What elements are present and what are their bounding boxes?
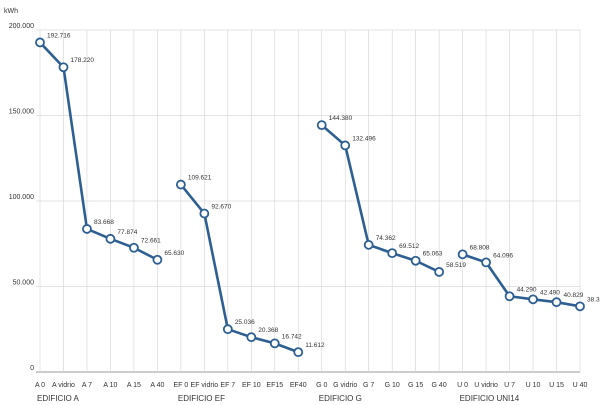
x-tick-label: A vidrio bbox=[52, 382, 75, 389]
data-point bbox=[434, 267, 445, 277]
data-point bbox=[199, 208, 210, 219]
x-tick-label: U 0 bbox=[457, 382, 468, 389]
data-point bbox=[363, 239, 374, 250]
data-point bbox=[528, 294, 538, 305]
data-label: 16.742 bbox=[282, 333, 302, 340]
data-point bbox=[316, 120, 327, 131]
x-tick-label: G 7 bbox=[363, 382, 374, 389]
x-tick-label: EF15 bbox=[266, 382, 283, 389]
data-label: 192.716 bbox=[47, 32, 71, 39]
data-point bbox=[35, 37, 45, 48]
group-labels: EDIFICIO A EDIFICIO EF EDIFICIO G EDIFICIO … bbox=[37, 394, 520, 403]
data-point bbox=[269, 338, 280, 349]
x-tick-label: G 40 bbox=[432, 382, 447, 389]
data-label: 64.096 bbox=[493, 252, 513, 259]
x-tick-label: EF 0 bbox=[173, 382, 188, 389]
series-lines bbox=[39, 41, 581, 354]
group-label: EDIFICIO UNI14 bbox=[460, 394, 520, 403]
x-tick-label: U 40 bbox=[573, 382, 588, 389]
data-label: 74.362 bbox=[376, 235, 396, 242]
y-axis-unit-label: kWh bbox=[4, 8, 18, 15]
group-label: EDIFICIO G bbox=[319, 394, 362, 403]
y-axis-tick-labels: 0 50.000 100.000 150.000 200.000 bbox=[9, 23, 34, 372]
y-tick-label: 200.000 bbox=[9, 23, 34, 30]
x-tick-label: G 0 bbox=[316, 382, 327, 389]
y-tick-label: 100.000 bbox=[9, 194, 34, 201]
series-line bbox=[320, 124, 440, 274]
data-points bbox=[35, 37, 585, 358]
data-label: 65.063 bbox=[423, 251, 443, 258]
data-label: 77.874 bbox=[117, 229, 137, 236]
data-label: 83.668 bbox=[94, 219, 114, 226]
data-point bbox=[105, 233, 116, 244]
x-tick-label: A 40 bbox=[150, 382, 164, 389]
data-point bbox=[58, 62, 69, 73]
y-tick-label: 0 bbox=[30, 365, 34, 372]
data-point bbox=[152, 254, 163, 265]
data-point bbox=[410, 255, 421, 266]
data-point bbox=[551, 297, 562, 308]
series-line bbox=[179, 183, 299, 354]
group-label: EDIFICIO A bbox=[37, 394, 79, 403]
x-tick-label: EF 7 bbox=[220, 382, 235, 389]
data-point bbox=[175, 179, 186, 190]
data-point bbox=[82, 224, 92, 234]
data-point bbox=[293, 347, 304, 358]
data-point bbox=[504, 291, 515, 302]
x-tick-label: U 15 bbox=[549, 382, 564, 389]
data-point bbox=[481, 257, 491, 268]
data-point bbox=[387, 248, 398, 259]
data-label: 132.496 bbox=[352, 135, 376, 142]
x-tick-label: A 7 bbox=[82, 382, 92, 389]
y-tick-label: 150.000 bbox=[9, 109, 34, 116]
data-label: 20.368 bbox=[258, 327, 278, 334]
data-label: 72.661 bbox=[141, 238, 161, 245]
series-line bbox=[462, 253, 581, 308]
data-point bbox=[457, 249, 468, 260]
x-tick-label: EF 10 bbox=[242, 382, 261, 389]
x-tick-label: G 15 bbox=[408, 382, 423, 389]
data-label: 92.670 bbox=[211, 204, 231, 211]
x-tick-label: A 15 bbox=[127, 382, 141, 389]
x-tick-label: U 7 bbox=[504, 382, 515, 389]
data-point bbox=[222, 324, 233, 335]
data-label: 38.397 bbox=[587, 296, 600, 303]
data-label: 40.829 bbox=[564, 292, 584, 299]
x-tick-label: EF40 bbox=[290, 382, 307, 389]
data-label: 11.612 bbox=[305, 342, 325, 349]
data-label: 68.808 bbox=[470, 244, 490, 251]
grid bbox=[36, 29, 581, 373]
x-tick-label: G 10 bbox=[385, 382, 400, 389]
data-label: 58.519 bbox=[446, 262, 466, 269]
data-point bbox=[246, 332, 257, 343]
data-label: 69.512 bbox=[399, 243, 419, 250]
group-label: EDIFICIO EF bbox=[178, 394, 225, 403]
data-label: 178.220 bbox=[70, 57, 94, 64]
y-tick-label: 50.000 bbox=[13, 280, 35, 287]
x-tick-label: A 10 bbox=[103, 382, 117, 389]
series-line bbox=[39, 41, 158, 261]
x-tick-label: G vidrio bbox=[333, 382, 357, 389]
data-label: 109.621 bbox=[188, 175, 212, 182]
x-tick-label: U 10 bbox=[526, 382, 541, 389]
x-tick-label: U vidrio bbox=[474, 382, 498, 389]
data-point bbox=[129, 242, 139, 253]
data-label: 44.290 bbox=[517, 286, 537, 293]
data-point bbox=[575, 301, 585, 312]
x-tick-label: EF vidrio bbox=[191, 382, 219, 389]
data-label: 65.630 bbox=[164, 250, 184, 257]
data-label: 25.036 bbox=[235, 319, 255, 326]
x-tick-label: A 0 bbox=[35, 382, 45, 389]
data-point bbox=[340, 140, 351, 151]
data-label: 42.490 bbox=[540, 289, 560, 296]
data-label: 144.380 bbox=[329, 115, 353, 122]
